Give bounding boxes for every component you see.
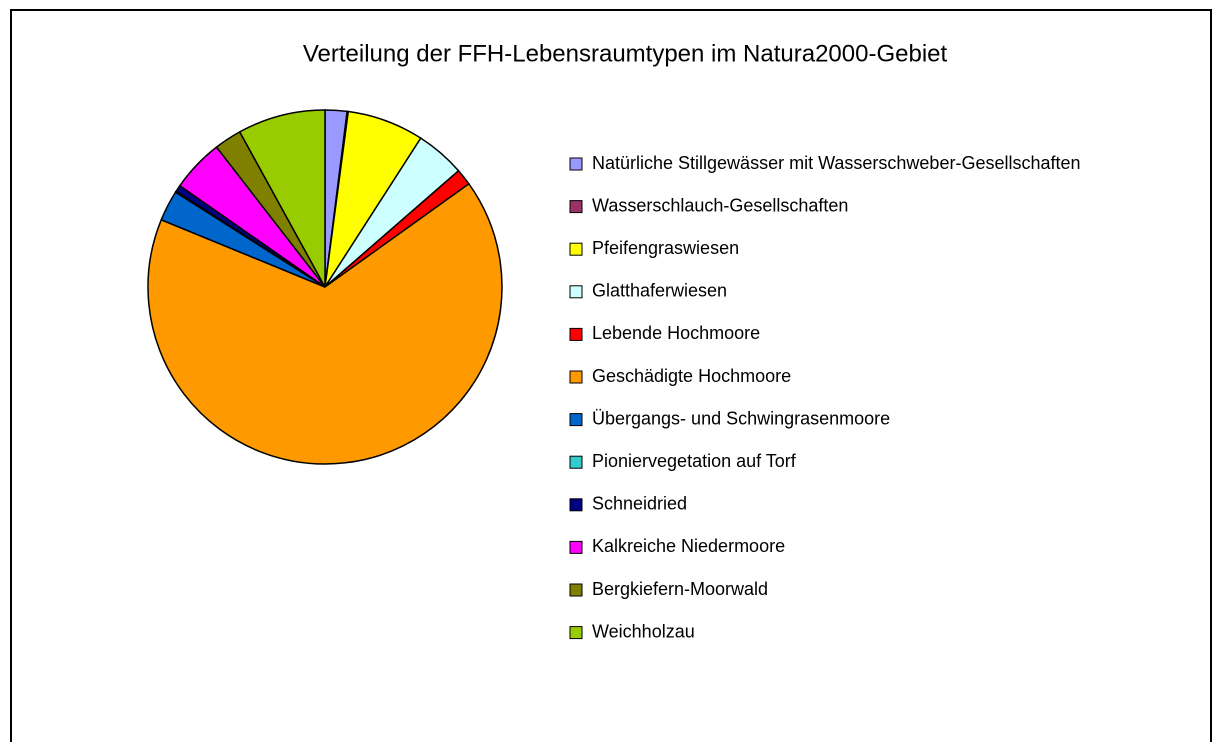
legend-swatch — [569, 540, 583, 554]
legend-label: Glatthaferwiesen — [592, 281, 727, 301]
legend-label: Wasserschlauch-Gesellschaften — [592, 195, 848, 215]
legend-label: Weichholzau — [592, 621, 695, 641]
legend-swatch — [569, 626, 583, 640]
legend-swatch — [569, 583, 583, 597]
pie-slice — [147, 182, 503, 465]
pie-slice — [238, 109, 326, 288]
legend-swatch — [569, 370, 583, 384]
legend-swatch — [569, 413, 583, 427]
legend-swatch — [569, 200, 583, 214]
legend-label: Schneidried — [592, 494, 687, 514]
legend-label: Pfeifengraswiesen — [592, 238, 739, 258]
legend-label: Lebende Hochmoore — [592, 323, 760, 343]
legend-swatch — [569, 242, 583, 256]
legend-label: Kalkreiche Niedermoore — [592, 536, 785, 556]
legend-swatch — [569, 498, 583, 512]
legend-swatch — [569, 157, 583, 171]
legend-swatch — [569, 455, 583, 469]
chart-title: Verteilung der FFH-Lebensraumtypen im Na… — [303, 40, 948, 67]
legend-swatch — [569, 285, 583, 299]
legend-label: Bergkiefern-Moorwald — [592, 579, 768, 599]
legend-label: Pioniervegetation auf Torf — [592, 451, 797, 471]
legend-label: Übergangs- und Schwingrasenmoore — [592, 408, 890, 428]
legend-label: Geschädigte Hochmoore — [592, 366, 791, 386]
legend-label: Natürliche Stillgewässer mit Wasserschwe… — [592, 153, 1081, 173]
legend-swatch — [569, 327, 583, 341]
